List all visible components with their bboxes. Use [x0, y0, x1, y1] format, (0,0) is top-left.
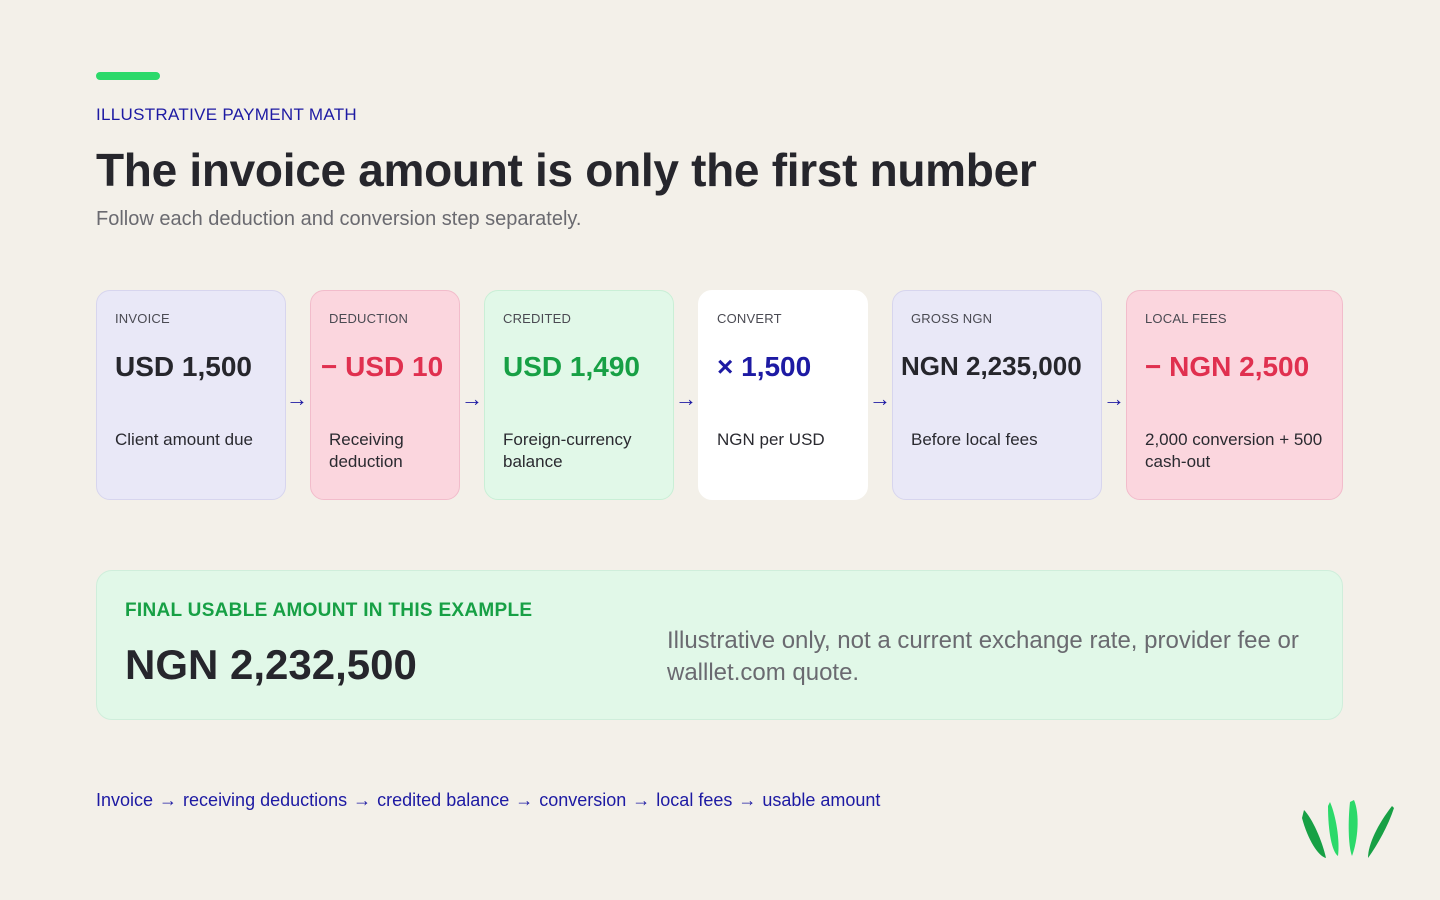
arrow-right-icon: →: [675, 386, 697, 411]
flow-arrow-icon: →: [738, 790, 757, 810]
step-description: Receiving deduction: [329, 430, 404, 471]
arrow-right-icon: →: [286, 386, 308, 411]
step-label: DEDUCTION: [329, 311, 409, 326]
step-card-deduction: DEDUCTION − USD 10 Receiving deduction: [310, 290, 460, 500]
step-label: INVOICE: [115, 311, 170, 326]
step-label: GROSS NGN: [911, 311, 993, 326]
final-amount-value: NGN 2,232,500: [125, 641, 417, 688]
arrow-right-icon: →: [869, 386, 891, 411]
step-value: − NGN 2,500: [1145, 351, 1310, 382]
step-value: × 1,500: [717, 351, 812, 382]
step-card-invoice: INVOICE USD 1,500 Client amount due: [96, 290, 286, 500]
step-label: CREDITED: [503, 311, 572, 326]
flow-item: conversion: [539, 790, 627, 810]
final-amount-panel: FINAL USABLE AMOUNT IN THIS EXAMPLE NGN …: [96, 570, 1343, 720]
flow-arrow-icon: →: [159, 790, 178, 810]
step-description: 2,000 conversion + 500 cash-out: [1145, 430, 1323, 471]
step-label: LOCAL FEES: [1145, 311, 1227, 326]
arrow-right-icon: →: [461, 386, 483, 411]
disclaimer-note: Illustrative only, not a current exchang…: [667, 627, 1299, 686]
step-description: Foreign-currency balance: [503, 430, 632, 471]
step-card-local-fees: LOCAL FEES − NGN 2,500 2,000 conversion …: [1126, 290, 1343, 500]
step-card-convert: CONVERT × 1,500 NGN per USD: [698, 290, 868, 500]
step-value: − USD 10: [321, 351, 444, 382]
step-value: USD 1,490: [503, 351, 640, 382]
eyebrow-label: ILLUSTRATIVE PAYMENT MATH: [96, 105, 357, 124]
step-card-gross-ngn: GROSS NGN NGN 2,235,000 Before local fee…: [892, 290, 1102, 500]
walllet-logo-icon: [1302, 800, 1394, 858]
accent-bar: [96, 72, 160, 80]
flow-arrow-icon: →: [515, 790, 534, 810]
page-subtitle: Follow each deduction and conversion ste…: [96, 208, 582, 230]
step-description: Client amount due: [115, 430, 253, 449]
flow-arrow-icon: →: [632, 790, 651, 810]
step-value: USD 1,500: [115, 351, 252, 382]
flow-arrow-icon: →: [353, 790, 372, 810]
flow-item: credited balance: [377, 790, 510, 810]
flow-summary: Invoice → receiving deductions → credited ba…: [96, 790, 880, 811]
step-description: Before local fees: [911, 430, 1038, 449]
arrow-right-icon: →: [1103, 386, 1125, 411]
final-amount-label: FINAL USABLE AMOUNT IN THIS EXAMPLE: [125, 600, 533, 621]
step-description: NGN per USD: [717, 430, 825, 449]
step-label: CONVERT: [717, 311, 782, 326]
flow-item: receiving deductions: [183, 790, 348, 810]
page-title: The invoice amount is only the first num…: [96, 144, 1037, 196]
step-value: NGN 2,235,000: [901, 351, 1082, 381]
flow-item: usable amount: [762, 790, 881, 810]
flow-item: local fees: [656, 790, 733, 810]
flow-item: Invoice: [96, 790, 154, 810]
step-card-credited: CREDITED USD 1,490 Foreign-currency bala…: [484, 290, 674, 500]
